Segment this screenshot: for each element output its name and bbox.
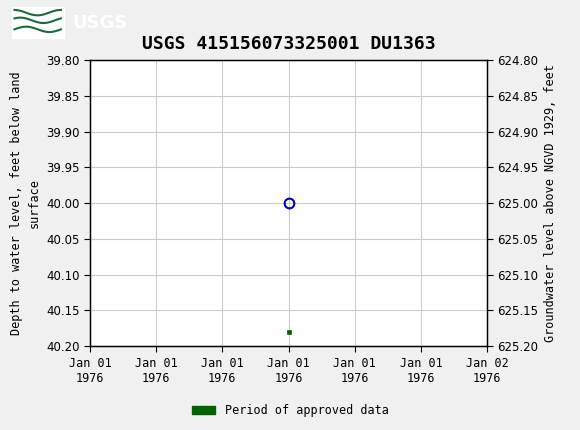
Title: USGS 415156073325001 DU1363: USGS 415156073325001 DU1363	[142, 35, 436, 53]
Y-axis label: Groundwater level above NGVD 1929, feet: Groundwater level above NGVD 1929, feet	[544, 64, 557, 342]
Text: USGS: USGS	[72, 14, 128, 31]
Legend: Period of approved data: Period of approved data	[187, 399, 393, 422]
FancyBboxPatch shape	[12, 7, 64, 38]
Y-axis label: Depth to water level, feet below land
surface: Depth to water level, feet below land su…	[10, 71, 41, 335]
